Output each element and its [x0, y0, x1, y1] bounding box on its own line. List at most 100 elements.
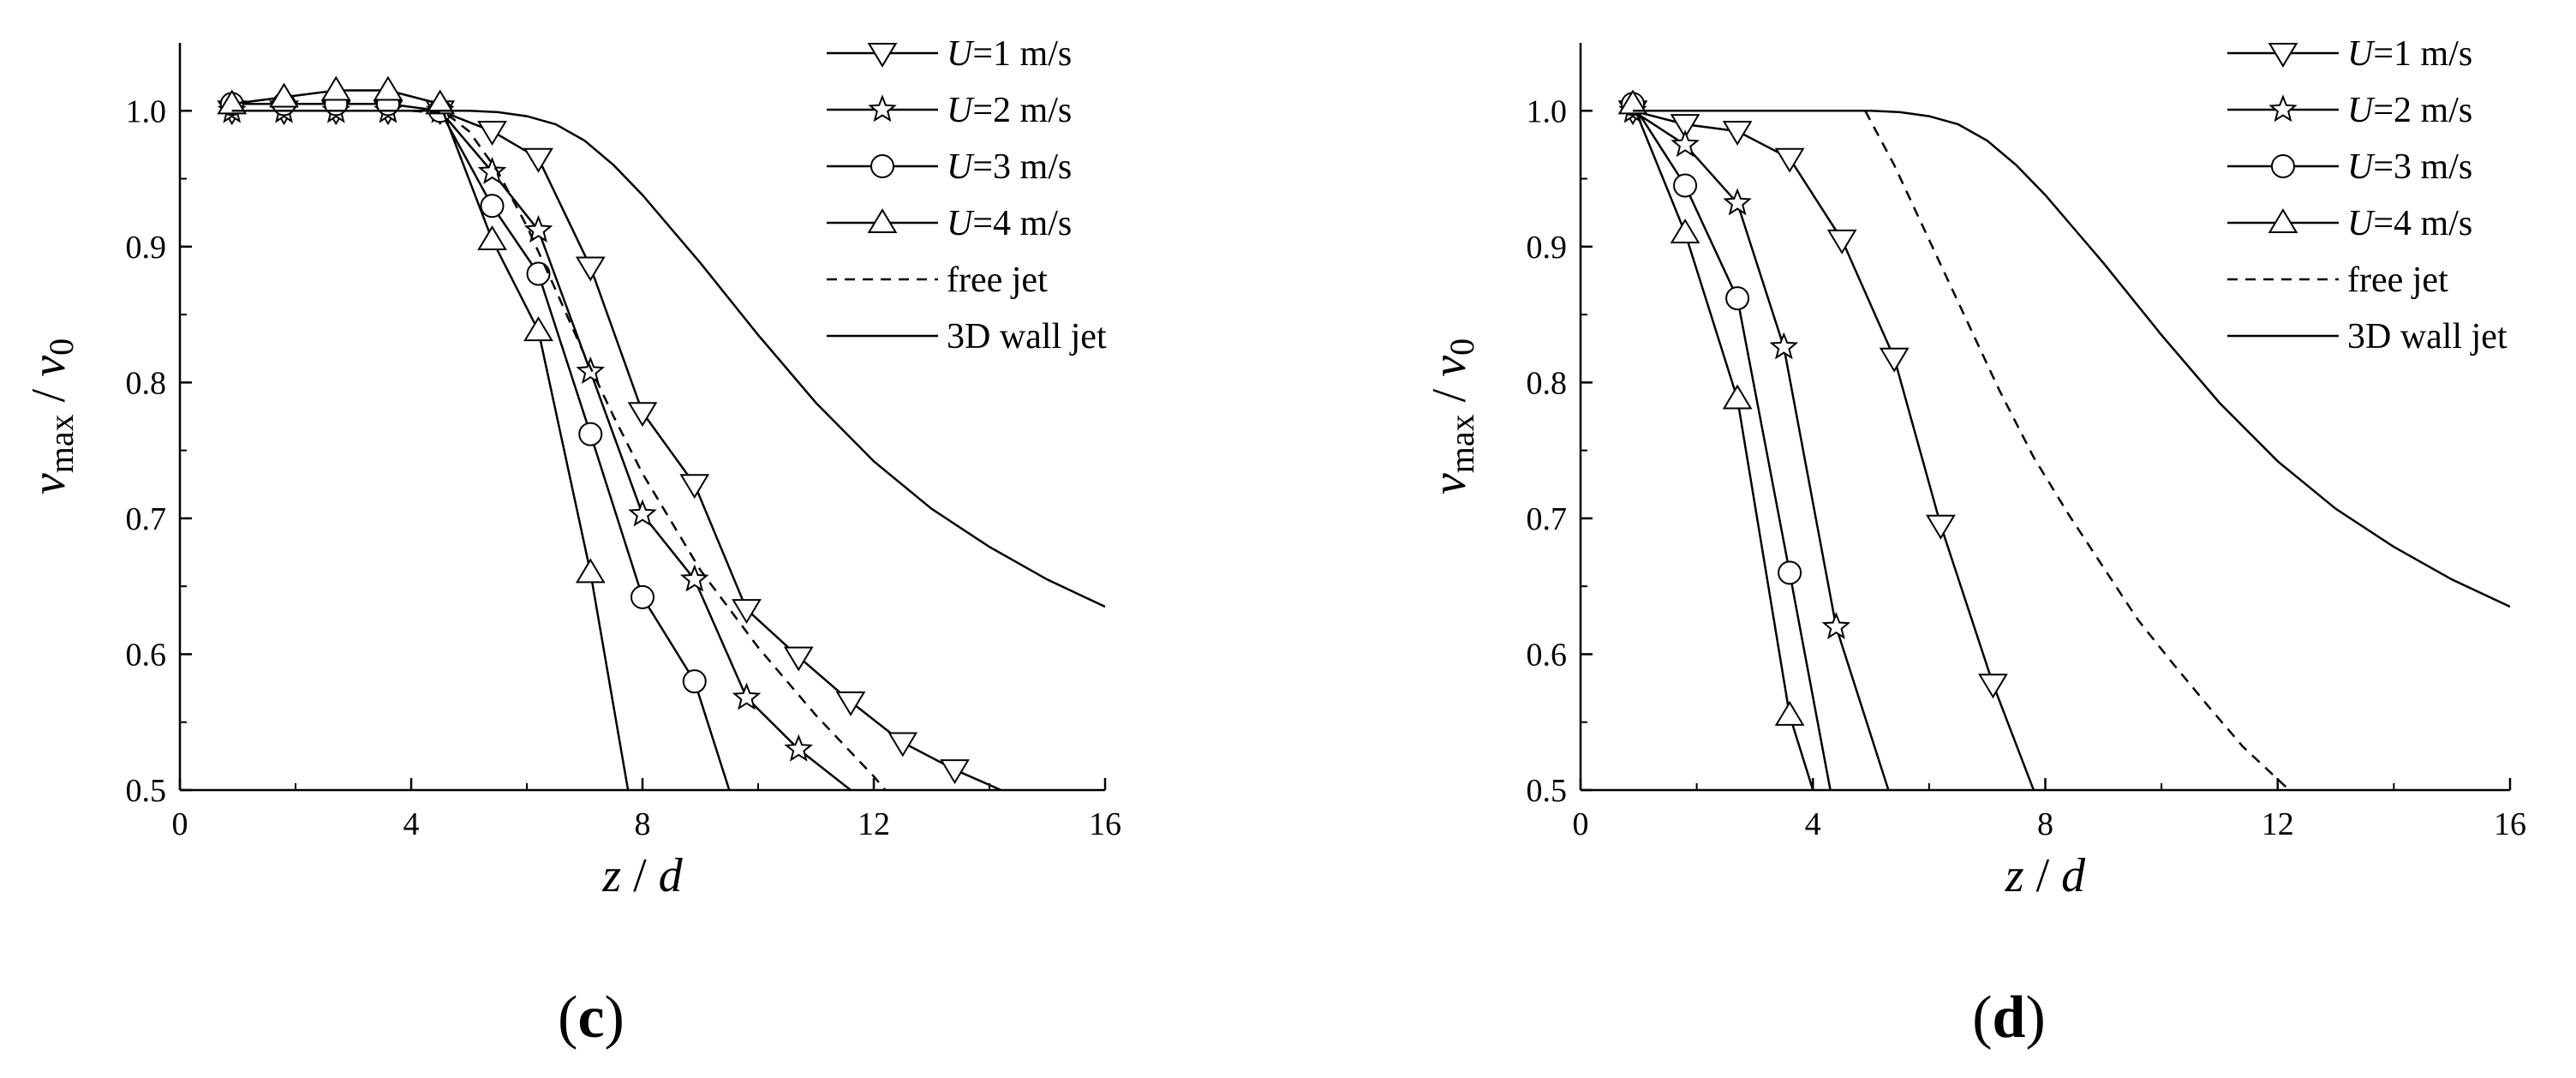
- series-u-3-m-s: [1621, 92, 1832, 790]
- data-point: [940, 759, 970, 785]
- data-point: [477, 156, 507, 184]
- data-point: [732, 682, 762, 710]
- legend-marker: [2268, 94, 2298, 123]
- x-tick-label: 12: [2262, 806, 2294, 842]
- x-tick-label: 16: [2494, 806, 2526, 842]
- x-tick-label: 8: [635, 806, 651, 842]
- series-line: [1864, 110, 2291, 790]
- legend-label: U=1 m/s: [947, 34, 1072, 74]
- x-tick-label: 4: [1805, 806, 1821, 842]
- legend-marker: [868, 94, 897, 123]
- x-axis-label: z / d: [601, 849, 683, 902]
- series-line: [231, 110, 887, 790]
- legend-label: free jet: [2347, 261, 2448, 300]
- series-free-jet: [1864, 110, 2291, 790]
- legend: U=1 m/s U=2 m/s U=3 m/s U=4 m/s free jet 3D w…: [2227, 34, 2507, 356]
- panel-label: (c): [558, 985, 625, 1051]
- y-tick-label: 0.5: [1527, 773, 1568, 809]
- legend-label: U=4 m/s: [947, 204, 1072, 243]
- x-axis-label: z / d: [2005, 849, 2086, 902]
- series-3d-wall-jet: [1633, 110, 2510, 608]
- data-point: [523, 147, 553, 173]
- y-tick-label: 0.8: [1527, 365, 1568, 401]
- data-point: [1722, 384, 1753, 410]
- data-point: [217, 89, 248, 115]
- data-point: [1722, 121, 1753, 146]
- data-point: [1673, 173, 1698, 198]
- panel-label: (d): [1972, 985, 2046, 1051]
- data-point: [320, 75, 351, 101]
- legend-marker: [2271, 154, 2295, 178]
- legend-marker: [2268, 42, 2298, 68]
- data-point: [783, 646, 814, 672]
- y-tick-label: 0.9: [1527, 230, 1568, 266]
- series-u-2-m-s: [217, 95, 852, 790]
- series-free-jet: [231, 110, 887, 790]
- legend-marker: [867, 42, 898, 68]
- y-tick-label: 1.0: [126, 93, 167, 129]
- x-tick-label: 0: [172, 806, 188, 842]
- x-tick-label: 8: [2037, 806, 2053, 842]
- data-point: [1723, 188, 1752, 216]
- data-point: [1774, 147, 1805, 173]
- data-point: [1826, 229, 1857, 255]
- data-point: [888, 732, 918, 758]
- x-tick-label: 4: [403, 806, 420, 842]
- legend-marker: [867, 208, 898, 234]
- data-point: [628, 499, 657, 527]
- legend-marker: [2268, 208, 2298, 234]
- data-point: [1670, 219, 1700, 244]
- y-tick-label: 0.9: [126, 230, 167, 266]
- legend-label: U=1 m/s: [2347, 34, 2472, 74]
- data-point: [576, 356, 606, 385]
- y-tick-label: 1.0: [1527, 93, 1568, 129]
- x-tick-label: 0: [1573, 806, 1589, 842]
- data-point: [1821, 612, 1851, 640]
- data-point: [1879, 347, 1910, 373]
- data-point: [1725, 286, 1750, 311]
- legend-label: 3D wall jet: [2347, 317, 2507, 356]
- legend-label: U=3 m/s: [947, 147, 1072, 187]
- series-line: [231, 89, 630, 790]
- data-point: [1926, 514, 1956, 540]
- data-point: [526, 261, 551, 286]
- x-tick-label: 12: [858, 806, 890, 842]
- series-u-4-m-s: [1617, 89, 1814, 790]
- data-point: [1978, 674, 2008, 699]
- legend-label: free jet: [947, 261, 1048, 300]
- data-point: [373, 75, 403, 101]
- y-tick-label: 0.6: [126, 637, 167, 673]
- data-point: [480, 194, 505, 219]
- data-point: [631, 584, 654, 609]
- series-line: [231, 110, 1105, 608]
- x-tick-label: 16: [1089, 806, 1121, 842]
- legend-label: 3D wall jet: [947, 317, 1107, 356]
- data-point: [575, 558, 606, 584]
- series-u-2-m-s: [1618, 95, 1890, 790]
- series-line: [1631, 103, 1814, 790]
- data-point: [679, 474, 710, 500]
- chart-panel-d: 0 4 8 12 16 0.5 0.6 0.7 0.8 0.9 1.0 z / d vmax / v0 U…: [1423, 34, 2526, 1051]
- data-point: [578, 422, 603, 446]
- legend-label: U=2 m/s: [947, 91, 1072, 130]
- data-point: [1617, 89, 1648, 115]
- y-axis-label: vmax / v0: [22, 338, 81, 494]
- series-3d-wall-jet: [231, 110, 1105, 608]
- data-point: [732, 599, 762, 625]
- data-point: [523, 316, 553, 342]
- data-point: [477, 121, 507, 146]
- y-tick-label: 0.6: [1527, 637, 1568, 673]
- legend-label: U=4 m/s: [2347, 204, 2472, 243]
- series-line: [231, 110, 1002, 790]
- y-axis-label: vmax / v0: [1423, 338, 1481, 494]
- data-point: [575, 256, 606, 282]
- y-tick-label: 0.7: [1527, 501, 1568, 537]
- series-u-1-m-s: [1617, 100, 2035, 790]
- data-point: [1774, 700, 1805, 726]
- chart-panel-c: 0 4 8 12 16 0.5 0.6 0.7 0.8 0.9 1.0 z / d vmax / v0 U…: [22, 34, 1121, 1051]
- data-point: [1670, 114, 1700, 140]
- data-point: [523, 215, 553, 243]
- data-point: [425, 89, 456, 115]
- series-line: [231, 110, 852, 790]
